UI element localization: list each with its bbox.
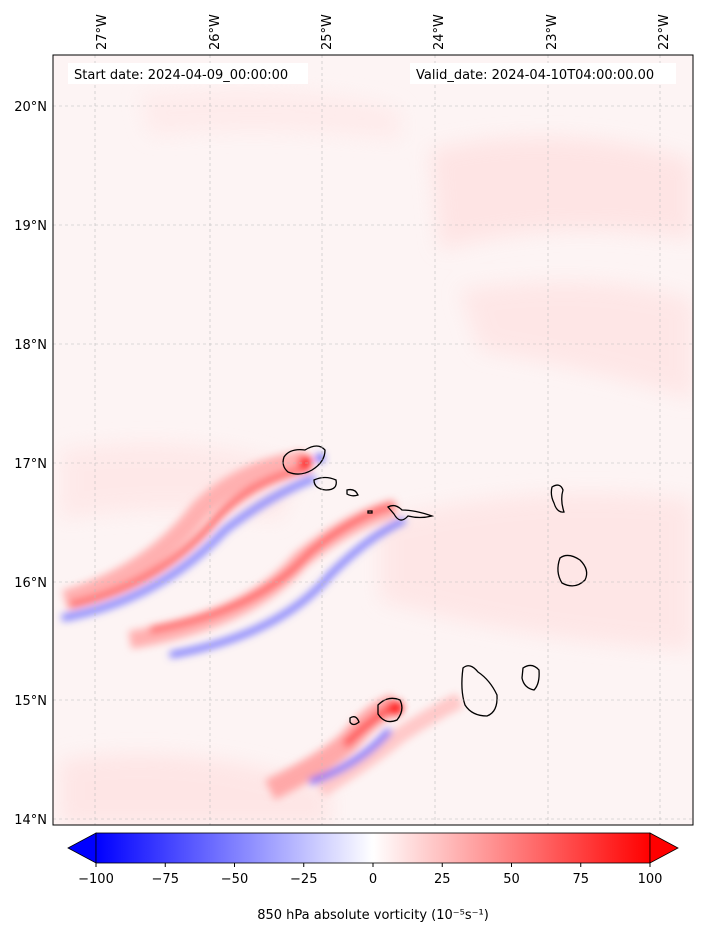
valid-date-box <box>410 63 676 84</box>
lat-tick-18n: 18°N <box>14 338 47 353</box>
lat-tick-19n: 19°N <box>14 219 47 234</box>
lat-tick-20n: 20°N <box>14 100 47 115</box>
colorbar-label: 850 hPa absolute vorticity (10⁻⁵s⁻¹) <box>257 908 489 923</box>
valid-date-label: Valid_date: 2024-04-10T04:00:00.00 <box>416 68 654 83</box>
graticule <box>53 55 693 825</box>
colorbar-max-arrow <box>649 832 679 864</box>
lon-tick-25w: 25°W <box>320 14 335 50</box>
colorbar-tick-label: −25 <box>290 872 317 887</box>
lat-tick-16n: 16°N <box>14 576 47 591</box>
map-field <box>53 55 693 825</box>
lat-tick-17n: 17°N <box>14 457 47 472</box>
start-date-label: Start date: 2024-04-09_00:00:00 <box>74 68 288 83</box>
colorbar-tick-label: −75 <box>152 872 179 887</box>
colorbar-tick-label: 75 <box>572 872 589 887</box>
lon-tick-24w: 24°W <box>432 14 447 50</box>
colorbar-min-arrow <box>67 832 97 864</box>
lat-tick-15n: 15°N <box>14 694 47 709</box>
lon-tick-26w: 26°W <box>208 14 223 50</box>
colorbar-tick-label: 50 <box>503 872 520 887</box>
lon-tick-27w: 27°W <box>95 14 110 50</box>
lon-tick-23w: 23°W <box>545 14 560 50</box>
island-coastlines <box>282 445 588 726</box>
colorbar: −100 −75 −50 −25 0 25 50 75 100 <box>67 832 679 887</box>
lon-tick-22w: 22°W <box>657 14 672 50</box>
colorbar-gradient <box>95 832 651 864</box>
map-frame <box>52 54 694 826</box>
colorbar-tick-label: 25 <box>434 872 451 887</box>
colorbar-tick-label: −50 <box>221 872 248 887</box>
colorbar-tick-label: 100 <box>638 872 663 887</box>
start-date-box <box>68 63 308 84</box>
colorbar-tick-label: 0 <box>369 872 377 887</box>
colorbar-tick-label: −100 <box>78 872 114 887</box>
lat-tick-14n: 14°N <box>14 813 47 828</box>
vorticity-streaks <box>61 450 464 800</box>
